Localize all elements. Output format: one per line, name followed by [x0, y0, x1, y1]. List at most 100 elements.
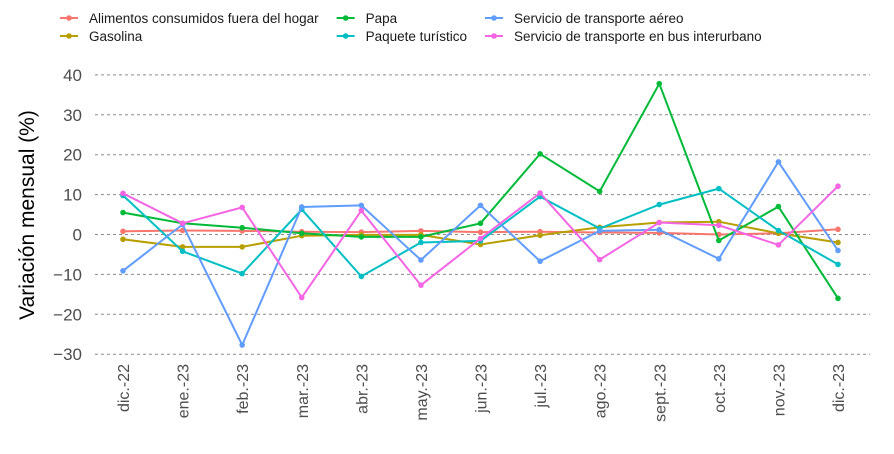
- legend-item: Servicio de transporte aéreo: [484, 11, 684, 26]
- data-point: [835, 239, 841, 246]
- legend-item: Papa: [336, 11, 398, 26]
- y-tick-label: −20: [53, 305, 82, 324]
- x-tick-label: abr.-23: [354, 364, 371, 414]
- series-papa: [120, 80, 841, 302]
- y-tick-label: −30: [53, 345, 82, 364]
- data-point: [656, 226, 663, 233]
- data-point: [716, 237, 722, 244]
- data-point: [358, 207, 365, 214]
- legend-key-point: [491, 33, 497, 39]
- data-point: [239, 270, 245, 277]
- data-point: [477, 229, 484, 235]
- data-point: [179, 248, 186, 255]
- data-point: [239, 204, 245, 211]
- data-point: [298, 294, 305, 301]
- data-point: [775, 227, 782, 234]
- x-tick-label: dic.-23: [831, 364, 848, 412]
- legend-label: Alimentos consumidos fuera del hogar: [89, 11, 319, 26]
- data-point: [179, 220, 186, 227]
- x-axis-ticks: dic.-22 ene.-23 feb.-23 mar.-23 abr.-23 may.-…: [116, 364, 848, 422]
- legend-item: Alimentos consumidos fuera del hogar: [60, 11, 319, 26]
- data-point: [716, 256, 722, 262]
- legend: Alimentos consumidos fuera del hogar Gaso…: [60, 11, 762, 44]
- data-point: [120, 236, 126, 243]
- data-point: [477, 235, 484, 242]
- data-point: [716, 222, 722, 229]
- y-tick-label: 10: [63, 186, 82, 205]
- data-point: [477, 220, 484, 227]
- legend-label: Paquete turístico: [366, 29, 467, 44]
- data-point: [358, 273, 365, 280]
- data-point: [596, 228, 603, 234]
- data-point: [656, 219, 663, 226]
- data-point: [120, 228, 126, 235]
- data-point: [298, 204, 305, 210]
- data-point: [418, 228, 424, 234]
- data-point: [477, 202, 484, 209]
- data-point: [537, 151, 543, 157]
- data-point: [120, 209, 126, 216]
- y-tick-label: 20: [63, 146, 82, 165]
- data-point: [537, 232, 543, 239]
- x-tick-label: ago.-23: [593, 364, 610, 418]
- y-tick-label: 30: [63, 106, 82, 125]
- data-point: [596, 256, 603, 263]
- data-point: [358, 234, 365, 240]
- legend-label: Papa: [366, 11, 398, 26]
- data-point: [775, 159, 782, 165]
- data-point: [835, 295, 841, 302]
- grid-lines: [95, 74, 870, 355]
- x-tick-label: ene.-23: [176, 364, 193, 418]
- x-tick-label: sept.-23: [652, 364, 669, 422]
- data-point: [418, 239, 424, 246]
- data-point: [418, 234, 424, 240]
- data-point: [239, 342, 245, 348]
- legend-item: Servicio de transporte en bus interurban…: [484, 29, 762, 44]
- x-tick-label: dic.-22: [116, 364, 133, 412]
- data-point: [775, 242, 782, 248]
- data-point: [239, 244, 245, 250]
- x-tick-label: may.-23: [414, 364, 431, 421]
- data-point: [656, 80, 663, 87]
- legend-item: Gasolina: [60, 29, 143, 44]
- legend-key-point: [342, 15, 349, 21]
- x-tick-label: mar.-23: [295, 364, 312, 418]
- x-tick-label: jul.-23: [533, 364, 550, 409]
- y-tick-label: 0: [73, 226, 82, 245]
- data-point: [835, 183, 841, 190]
- legend-key-point: [66, 33, 72, 39]
- data-point: [835, 261, 841, 268]
- data-point: [537, 258, 543, 265]
- legend-label: Servicio de transporte en bus interurban…: [514, 29, 762, 44]
- data-point: [775, 203, 782, 210]
- data-point: [120, 268, 126, 274]
- data-point: [835, 226, 841, 233]
- x-tick-label: jun.-23: [474, 364, 491, 414]
- data-point: [716, 185, 722, 192]
- data-point: [358, 202, 365, 209]
- legend-label: Servicio de transporte aéreo: [514, 11, 684, 26]
- data-point: [298, 230, 305, 237]
- legend-key-point: [491, 15, 497, 21]
- data-point: [239, 224, 245, 231]
- y-axis-ticks: −30 −20 −10 0 10 20 30 40: [53, 66, 82, 364]
- series-servicio-de-transporte-a-reo: [120, 159, 841, 348]
- data-point: [418, 257, 424, 263]
- data-point: [835, 247, 841, 254]
- data-point: [179, 244, 186, 250]
- series-servicio-de-transporte-en-bus-interurbano: [120, 183, 841, 301]
- x-tick-label: nov.-23: [771, 364, 788, 416]
- data-point: [656, 201, 663, 208]
- legend-label: Gasolina: [89, 29, 143, 44]
- x-tick-label: feb.-23: [235, 364, 252, 414]
- legend-key-point: [342, 33, 349, 39]
- data-point: [596, 188, 603, 195]
- data-point: [418, 282, 424, 288]
- legend-item: Paquete turístico: [336, 29, 467, 44]
- y-tick-label: 40: [63, 66, 82, 85]
- series-lines: [120, 80, 841, 348]
- legend-key-point: [66, 15, 72, 21]
- series-line: [122, 81, 839, 299]
- data-point: [537, 190, 543, 196]
